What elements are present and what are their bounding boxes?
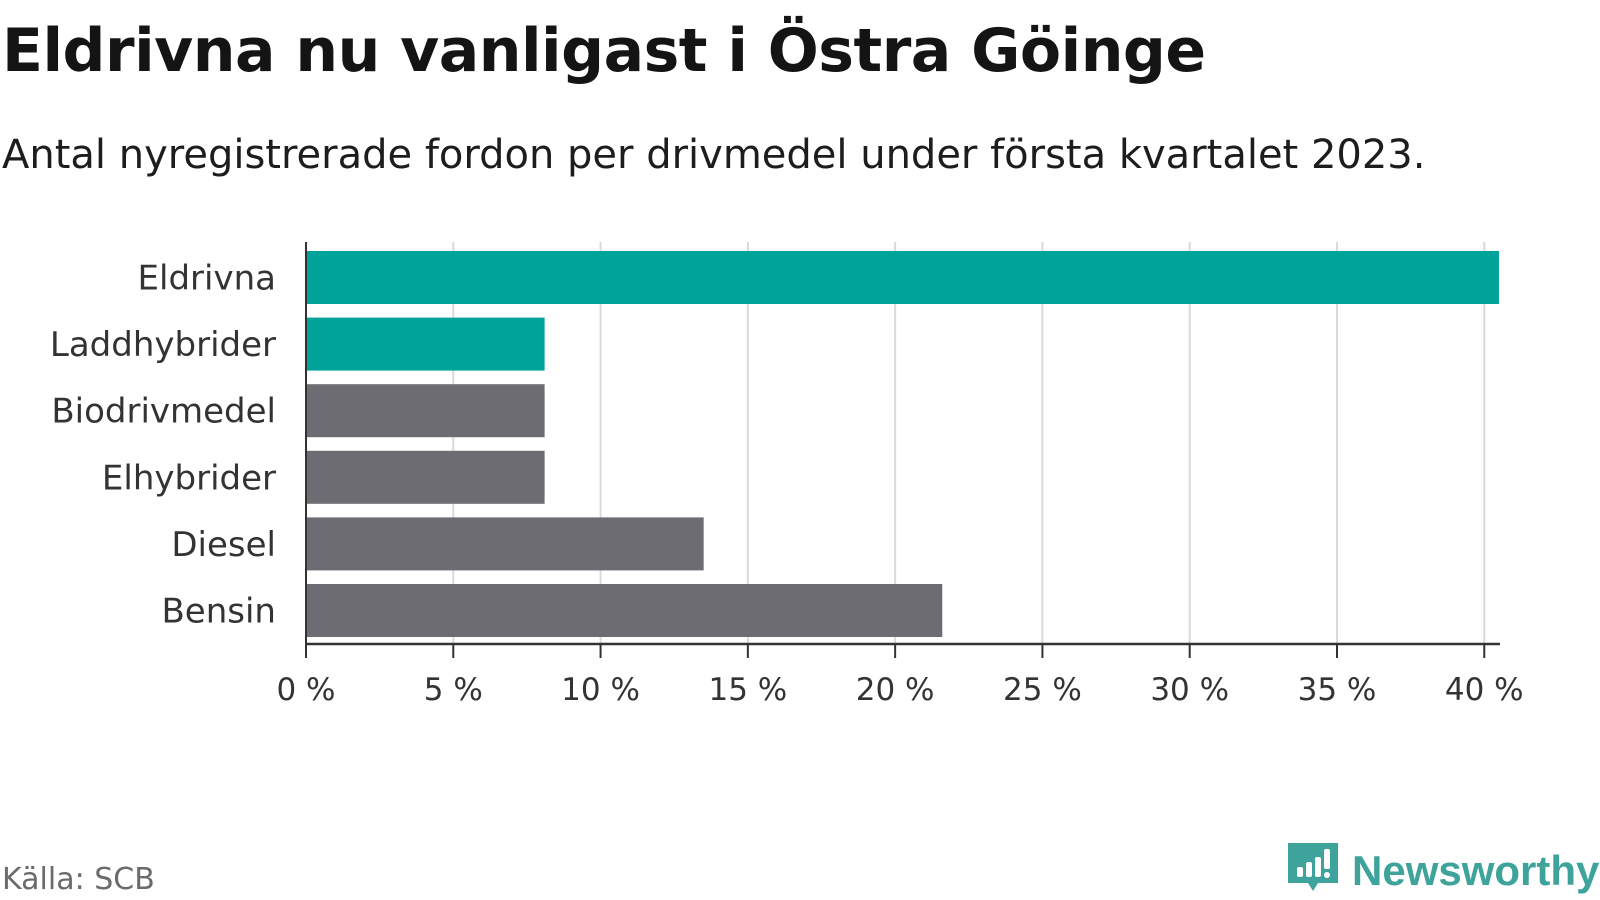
category-label: Laddhybrider bbox=[50, 325, 276, 365]
x-tick-label: 40 % bbox=[1445, 672, 1524, 708]
x-tick-label: 30 % bbox=[1150, 672, 1229, 708]
x-tick-label: 0 % bbox=[276, 672, 335, 708]
x-tick-label: 15 % bbox=[708, 672, 787, 708]
x-axis: 0 % 5 % 10 % 15 % 20 % 25 % 30 % 35 % 40 % bbox=[276, 242, 1524, 708]
chart-subtitle: Antal nyregistrerade fordon per drivmede… bbox=[2, 132, 1426, 178]
brand-name: Newsworthy bbox=[1352, 847, 1600, 894]
bar bbox=[306, 517, 704, 571]
category-labels: Eldrivna Laddhybrider Biodrivmedel Elhybrid… bbox=[50, 259, 276, 632]
newsworthy-logo-icon bbox=[1288, 843, 1338, 891]
bars bbox=[306, 251, 1499, 637]
chart-title: Eldrivna nu vanligast i Östra Göinge bbox=[2, 16, 1206, 86]
category-label: Biodrivmedel bbox=[51, 392, 276, 432]
bar-chart: 0 % 5 % 10 % 15 % 20 % 25 % 30 % 35 % 40 % Eldri… bbox=[50, 242, 1524, 708]
x-tick-label: 5 % bbox=[424, 672, 483, 708]
category-label: Eldrivna bbox=[138, 259, 276, 299]
bar bbox=[306, 251, 1499, 304]
category-label: Bensin bbox=[161, 592, 276, 632]
bar bbox=[306, 384, 545, 438]
brand-logo: Newsworthy bbox=[1288, 843, 1599, 899]
x-tick-label: 35 % bbox=[1298, 672, 1377, 708]
bar bbox=[306, 317, 545, 371]
bar bbox=[306, 584, 943, 637]
bar bbox=[306, 450, 545, 504]
category-label: Elhybrider bbox=[102, 458, 276, 498]
x-tick-label: 25 % bbox=[1003, 672, 1082, 708]
x-tick-label: 20 % bbox=[856, 672, 935, 708]
category-label: Diesel bbox=[171, 525, 276, 565]
gridlines bbox=[452, 242, 1486, 644]
x-tick-label: 10 % bbox=[561, 672, 640, 708]
source-note: Källa: SCB bbox=[2, 862, 155, 897]
